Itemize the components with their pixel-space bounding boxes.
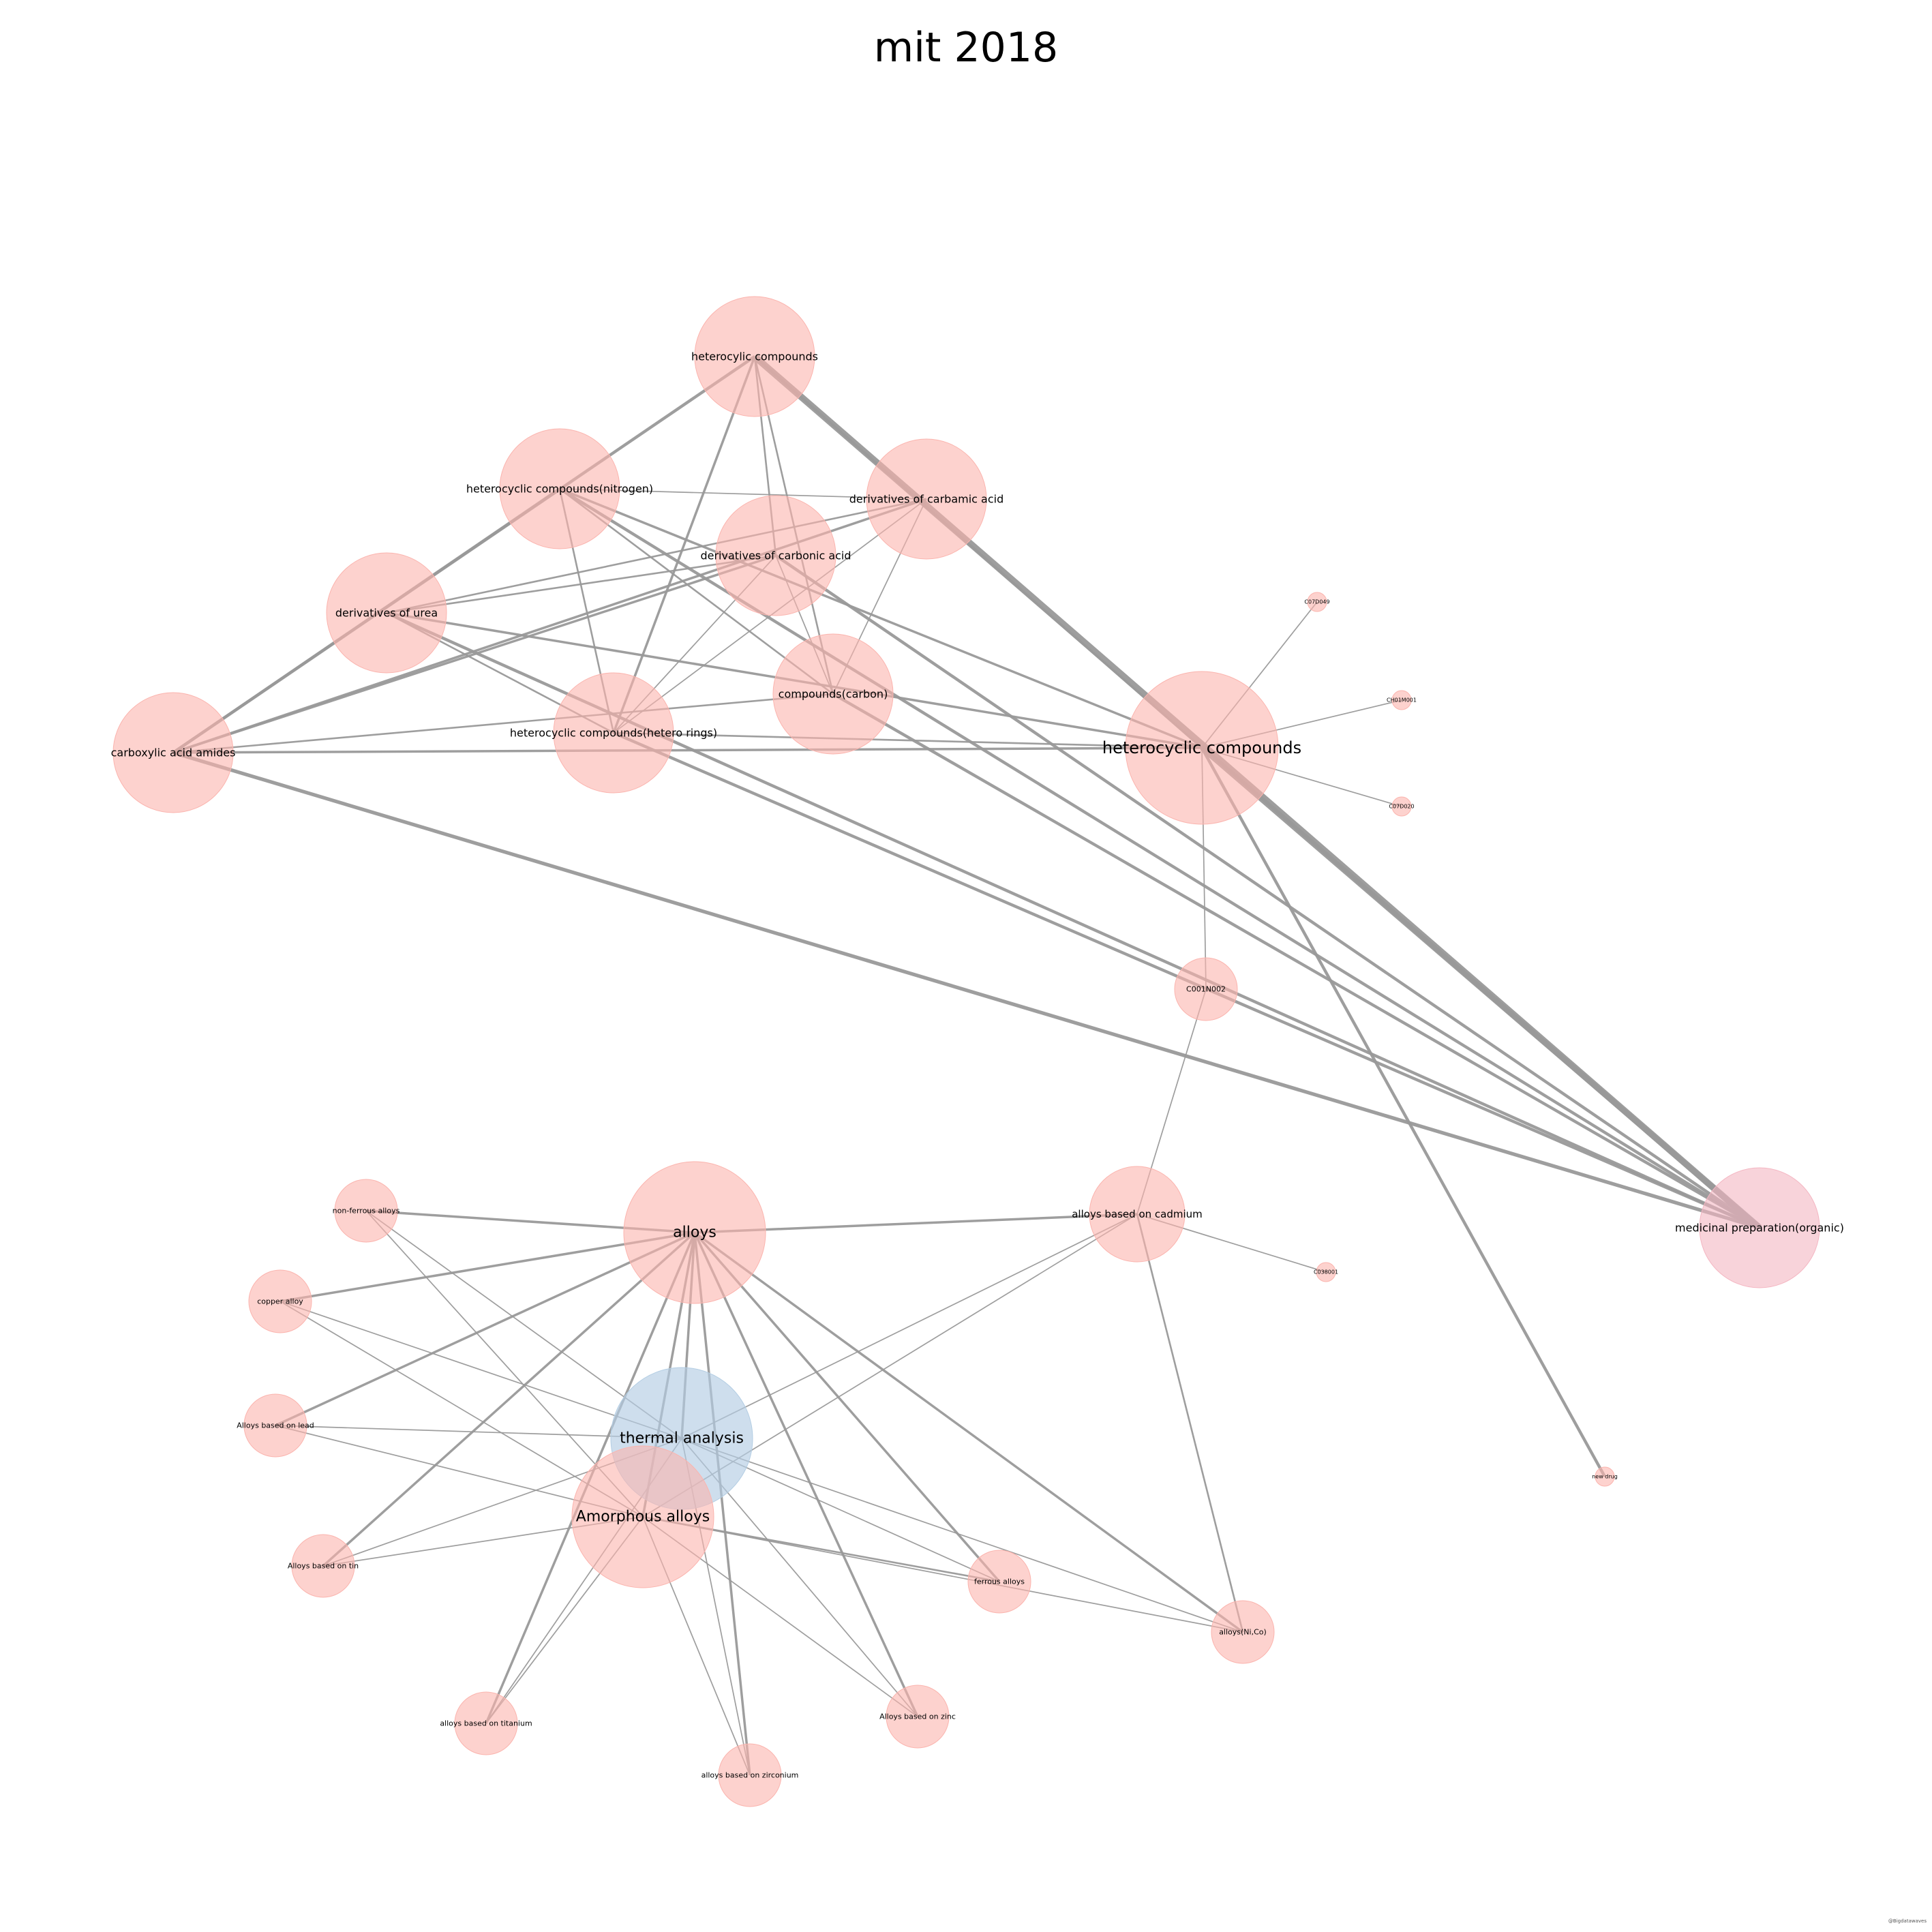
node-label-alloys-cadmium: alloys based on cadmium	[1072, 1208, 1203, 1220]
node-non-ferrous-alloys[interactable]	[334, 1179, 398, 1243]
node-heterocyclic-compounds-top[interactable]	[694, 296, 815, 417]
node-label-amorphous-alloys: Amorphous alloys	[576, 1509, 710, 1526]
edge-carboxylic-acid-amides-medicinal-organic	[172, 751, 1760, 1230]
node-heterocyclic-compounds-main[interactable]	[1125, 671, 1279, 825]
node-derivatives-carbonic[interactable]	[715, 495, 836, 616]
node-label-new-drug: new drug	[1592, 1474, 1618, 1480]
edge-derivatives-carbamic-heterocyclic-hetero-rings	[613, 498, 927, 734]
node-label-derivatives-carbonic: derivatives of carbonic acid	[700, 549, 851, 562]
node-alloys[interactable]	[623, 1161, 766, 1304]
edge-alloys-alloys-cadmium	[694, 1213, 1138, 1234]
node-ferrous-alloys[interactable]	[967, 1550, 1031, 1614]
node-label-heterocyclic-hetero-rings: heterocyclic compounds(hetero rings)	[510, 727, 717, 740]
node-label-heterocyclic-compounds-top: heterocylic compounds	[691, 350, 818, 363]
edge-derivatives-carbamic-derivatives-urea	[386, 498, 927, 614]
edge-alloys-alloys-zinc	[693, 1232, 919, 1717]
edge-derivatives-carbonic-medicinal-organic	[774, 554, 1761, 1229]
node-carboxylic-acid-amides[interactable]	[112, 692, 234, 813]
node-c07d020[interactable]	[1391, 796, 1412, 817]
node-compounds-carbon[interactable]	[772, 633, 894, 755]
node-c038001[interactable]	[1316, 1262, 1336, 1282]
edge-derivatives-carbonic-carboxylic-acid-amides	[172, 554, 776, 754]
edge-derivatives-carbonic-derivatives-urea	[386, 554, 776, 614]
node-derivatives-carbamic[interactable]	[866, 438, 987, 560]
edge-alloys-cadmium-thermal-analysis	[681, 1213, 1138, 1439]
node-derivatives-urea[interactable]	[326, 552, 447, 674]
node-label-alloys-lead: Alloys based on lead	[237, 1421, 314, 1430]
node-label-alloys-tin: Alloys based on tin	[288, 1562, 359, 1571]
node-amorphous-alloys[interactable]	[571, 1445, 714, 1588]
node-alloys-titanium[interactable]	[454, 1691, 518, 1755]
node-label-derivatives-urea: derivatives of urea	[335, 607, 438, 620]
edge-alloys-alloys-ni-co	[693, 1231, 1244, 1633]
edge-carboxylic-acid-amides-compounds-carbon	[172, 693, 834, 754]
node-heterocyclic-nitrogen[interactable]	[499, 428, 620, 549]
node-medicinal-organic[interactable]	[1699, 1167, 1820, 1288]
node-label-c40m001: CH01M001	[1387, 697, 1417, 704]
node-c07d049[interactable]	[1307, 592, 1327, 612]
edge-alloys-ferrous-alloys	[693, 1231, 1001, 1583]
edge-alloys-alloys-zirconium	[693, 1232, 751, 1776]
edge-carboxylic-acid-amides-heterocyclic-compounds-main	[172, 746, 1203, 754]
edge-heterocyclic-compounds-top-heterocyclic-compounds-main	[753, 355, 1203, 749]
node-alloys-zirconium[interactable]	[718, 1743, 782, 1807]
node-c001n002[interactable]	[1174, 957, 1238, 1021]
node-label-alloys-titanium: alloys based on titanium	[440, 1719, 532, 1728]
node-alloys-cadmium[interactable]	[1089, 1166, 1186, 1263]
node-label-alloys-zirconium: alloys based on zirconium	[701, 1771, 799, 1780]
node-label-copper-alloy: copper alloy	[257, 1297, 303, 1306]
edges-layer	[172, 354, 1762, 1776]
node-label-carboxylic-acid-amides: carboxylic acid amides	[111, 746, 236, 759]
edge-heterocyclic-compounds-main-new-drug	[1201, 746, 1606, 1478]
edge-alloys-alloys-lead	[275, 1231, 695, 1427]
node-alloys-lead[interactable]	[243, 1393, 307, 1458]
node-c40m001[interactable]	[1391, 690, 1412, 710]
node-new-drug[interactable]	[1595, 1466, 1615, 1487]
node-label-derivatives-carbamic: derivatives of carbamic acid	[849, 493, 1004, 506]
node-alloys-ni-co[interactable]	[1211, 1600, 1275, 1664]
edge-compounds-carbon-medicinal-organic	[832, 693, 1761, 1229]
node-alloys-tin[interactable]	[291, 1534, 355, 1598]
footer-credit: @Bigdatawaves	[1888, 1918, 1927, 1924]
edge-amorphous-alloys-alloys-ni-co	[642, 1516, 1243, 1633]
node-label-compounds-carbon: compounds(carbon)	[779, 688, 888, 701]
node-label-alloys-zinc: Alloys based on zinc	[879, 1712, 956, 1721]
node-copper-alloy[interactable]	[248, 1269, 312, 1333]
labels-layer: heterocylic compounds heterocyclic compou…	[111, 350, 1844, 1780]
node-label-ferrous-alloys: ferrous alloys	[974, 1578, 1025, 1586]
edge-heterocyclic-nitrogen-heterocyclic-compounds-main	[559, 487, 1203, 749]
edge-heterocyclic-nitrogen-derivatives-carbamic	[559, 488, 927, 500]
node-label-non-ferrous-alloys: non-ferrous alloys	[333, 1207, 400, 1216]
nodes-layer	[112, 296, 1820, 1807]
chart-title: mit 2018	[874, 24, 1058, 72]
node-label-heterocyclic-compounds-main: heterocyclic compounds	[1102, 738, 1301, 757]
node-alloys-zinc[interactable]	[886, 1685, 950, 1749]
node-label-thermal-analysis: thermal analysis	[620, 1430, 744, 1447]
node-label-alloys: alloys	[673, 1224, 716, 1241]
node-label-heterocyclic-nitrogen: heterocyclic compounds(nitrogen)	[466, 483, 653, 496]
node-label-alloys-ni-co: alloys(Ni,Co)	[1219, 1628, 1267, 1637]
edge-heterocyclic-compounds-main-medicinal-organic	[1200, 745, 1762, 1231]
edge-heterocyclic-hetero-rings-heterocyclic-compounds-main	[613, 731, 1203, 749]
node-label-c07d049: C07D049	[1304, 599, 1329, 605]
edge-thermal-analysis-alloys-ni-co	[681, 1438, 1243, 1633]
node-label-c07d020: C07D020	[1389, 804, 1414, 810]
edge-alloys-alloys-tin	[322, 1231, 696, 1567]
node-label-c001n002: C001N002	[1186, 985, 1226, 994]
edge-heterocyclic-compounds-top-heterocyclic-hetero-rings	[612, 356, 756, 734]
node-heterocyclic-hetero-rings[interactable]	[553, 672, 674, 794]
node-label-medicinal-organic: medicinal preparation(organic)	[1675, 1222, 1844, 1235]
edge-alloys-cadmium-alloys-ni-co	[1136, 1213, 1244, 1633]
node-label-c038001: C038001	[1314, 1269, 1338, 1276]
